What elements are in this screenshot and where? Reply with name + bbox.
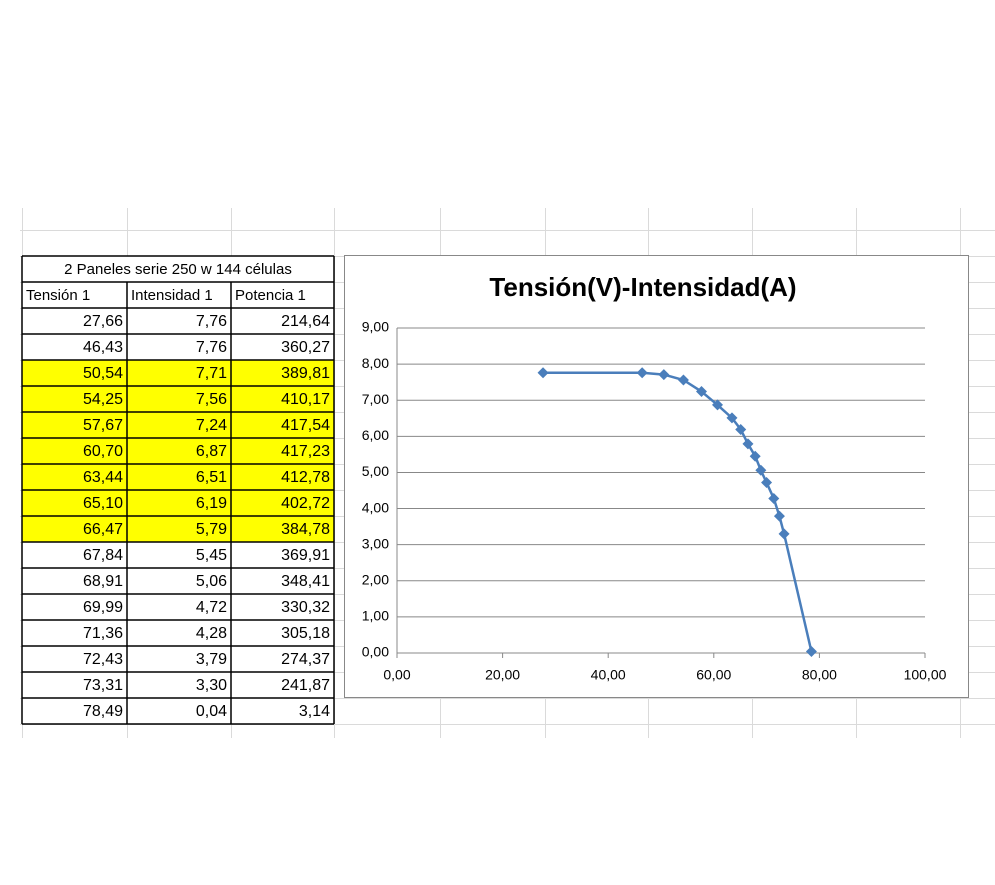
highlight xyxy=(22,490,334,516)
cell: 417,54 xyxy=(281,417,330,434)
data-point xyxy=(805,646,817,658)
x-tick-label: 0,00 xyxy=(383,667,410,683)
cell: 4,28 xyxy=(196,625,227,642)
data-point xyxy=(761,477,773,489)
data-point xyxy=(768,492,780,504)
cell: 6,87 xyxy=(196,443,227,460)
y-tick-label: 2,00 xyxy=(362,571,389,587)
cell: 46,43 xyxy=(83,339,123,356)
cell: 402,72 xyxy=(281,495,330,512)
column-header: Intensidad 1 xyxy=(131,287,213,304)
y-tick-label: 8,00 xyxy=(362,355,389,371)
cell: 241,87 xyxy=(281,677,330,694)
cell: 5,79 xyxy=(196,521,227,538)
data-point xyxy=(711,399,723,411)
cell: 63,44 xyxy=(83,469,123,486)
highlight xyxy=(22,438,334,464)
cell: 417,23 xyxy=(281,443,330,460)
cell: 389,81 xyxy=(281,365,330,382)
cell: 54,25 xyxy=(83,391,123,408)
y-tick-label: 3,00 xyxy=(362,535,389,551)
column-header: Potencia 1 xyxy=(235,287,306,304)
x-tick-label: 100,00 xyxy=(904,667,947,683)
series-line xyxy=(543,371,813,652)
cell: 384,78 xyxy=(281,521,330,538)
y-tick-label: 1,00 xyxy=(362,608,389,624)
cell: 57,67 xyxy=(83,417,123,434)
cell: 73,31 xyxy=(83,677,123,694)
cell: 66,47 xyxy=(83,521,123,538)
cell: 78,49 xyxy=(83,703,123,720)
cell: 72,43 xyxy=(83,651,123,668)
cell: 71,36 xyxy=(83,625,123,642)
column-header: Tensión 1 xyxy=(26,287,90,304)
y-tick-label: 5,00 xyxy=(362,463,389,479)
data-point xyxy=(778,528,790,540)
cell: 4,72 xyxy=(196,599,227,616)
data-point xyxy=(658,369,670,381)
data-point xyxy=(677,374,689,386)
data-point xyxy=(735,423,747,435)
data-table: 2 Paneles serie 250 w 144 células Tensión… xyxy=(21,255,335,725)
cell: 348,41 xyxy=(281,573,330,590)
y-tick-label: 9,00 xyxy=(362,319,389,335)
chart-title: Tensión(V)-Intensidad(A) xyxy=(489,272,796,302)
x-tick-label: 20,00 xyxy=(485,667,520,683)
table-title: 2 Paneles serie 250 w 144 células xyxy=(64,261,292,278)
cell: 68,91 xyxy=(83,573,123,590)
cell: 412,78 xyxy=(281,469,330,486)
cell: 60,70 xyxy=(83,443,123,460)
cell: 67,84 xyxy=(83,547,123,564)
cell: 305,18 xyxy=(281,625,330,642)
cell: 5,45 xyxy=(196,547,227,564)
cell: 274,37 xyxy=(281,651,330,668)
cell: 5,06 xyxy=(196,573,227,590)
cell: 7,24 xyxy=(196,417,227,434)
chart: 0,00 1,00 2,00 3,00 4,00 5,00 6,00 7,00 8,00 9,00… xyxy=(362,319,947,683)
cell: 360,27 xyxy=(281,339,330,356)
x-tick-label: 60,00 xyxy=(696,667,731,683)
highlight xyxy=(22,412,334,438)
y-tick-label: 7,00 xyxy=(362,391,389,407)
cell: 369,91 xyxy=(281,547,330,564)
cell: 330,32 xyxy=(281,599,330,616)
data-point xyxy=(773,510,785,522)
cell: 7,76 xyxy=(196,313,227,330)
cell: 3,79 xyxy=(196,651,227,668)
data-point xyxy=(749,450,761,462)
y-tick-label: 4,00 xyxy=(362,499,389,515)
cell: 6,19 xyxy=(196,495,227,512)
cell: 27,66 xyxy=(83,313,123,330)
highlight xyxy=(22,516,334,542)
cell: 7,76 xyxy=(196,339,227,356)
x-tick-label: 40,00 xyxy=(591,667,626,683)
highlight xyxy=(22,360,334,386)
cell: 6,51 xyxy=(196,469,227,486)
data-point xyxy=(636,367,648,379)
cell: 7,71 xyxy=(196,365,227,382)
data-point xyxy=(755,464,767,476)
x-tick-label: 80,00 xyxy=(802,667,837,683)
y-tick-label: 0,00 xyxy=(362,644,389,660)
cell: 50,54 xyxy=(83,365,123,382)
data-point xyxy=(742,438,754,450)
cell: 69,99 xyxy=(83,599,123,616)
cell: 0,04 xyxy=(196,703,227,720)
cell: 3,14 xyxy=(299,703,330,720)
highlight xyxy=(22,386,334,412)
data-point xyxy=(537,367,549,379)
cell: 410,17 xyxy=(281,391,330,408)
data-point xyxy=(726,412,738,424)
highlight xyxy=(22,464,334,490)
cell: 214,64 xyxy=(281,313,330,330)
data-point xyxy=(695,386,707,398)
y-tick-label: 6,00 xyxy=(362,427,389,443)
cell: 7,56 xyxy=(196,391,227,408)
cell: 65,10 xyxy=(83,495,123,512)
chart-frame xyxy=(344,255,969,698)
cell: 3,30 xyxy=(196,677,227,694)
